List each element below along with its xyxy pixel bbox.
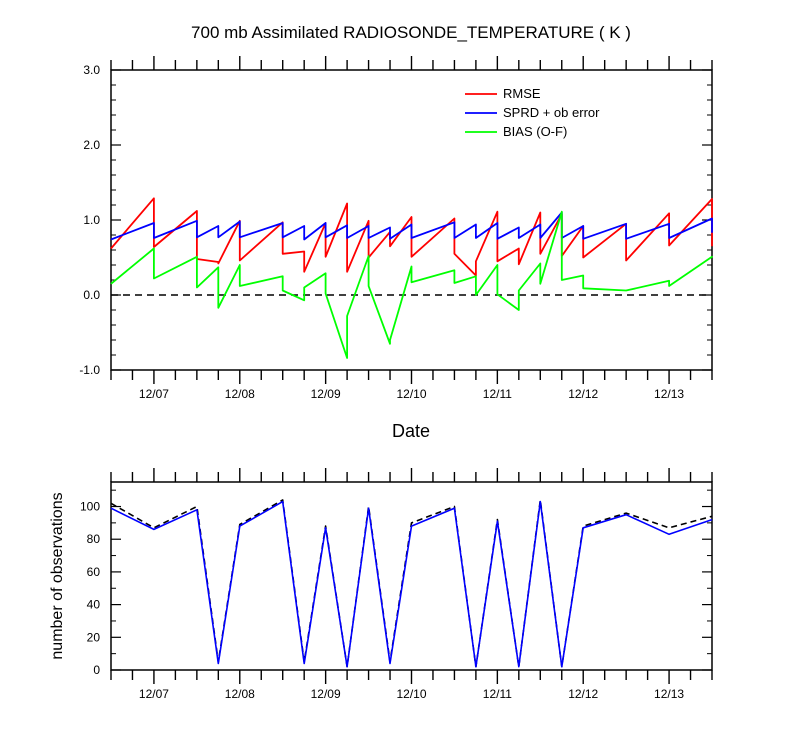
series-line-assimilated-observations <box>110 500 713 668</box>
series-line-sprd-ob-error <box>110 211 713 241</box>
y-tick-label: 1.0 <box>83 213 100 227</box>
y-tick-label: 0 <box>93 663 100 677</box>
top-panel: -1.0 0.0 1.0 2.0 3.0 12/07 12/08 12/09 12/10 12/1… <box>79 56 713 401</box>
x-tick-label: 12/07 <box>139 687 169 701</box>
series-line-bias-o-f- <box>110 210 713 359</box>
x-tick-label: 12/12 <box>568 687 598 701</box>
plot-frame <box>110 481 713 671</box>
y-axis-label: number of observations <box>49 492 66 659</box>
y-tick-label: 20 <box>87 630 101 644</box>
y-tick-label: 100 <box>80 500 100 514</box>
x-tick-label: 12/10 <box>396 687 426 701</box>
x-tick-label: 12/13 <box>654 687 684 701</box>
y-tick-label: 60 <box>87 565 101 579</box>
y-tick-label: 40 <box>87 598 101 612</box>
x-tick-label: 12/11 <box>483 687 512 701</box>
x-tick-label: 12/13 <box>654 387 684 401</box>
x-tick-label: 12/08 <box>225 387 255 401</box>
legend: RMSE SPRD + ob error BIAS (O-F) <box>465 86 600 139</box>
x-tick-label: 12/12 <box>568 387 598 401</box>
chart-title: 700 mb Assimilated RADIOSONDE_TEMPERATUR… <box>191 23 631 42</box>
y-tick-label: 3.0 <box>83 63 100 77</box>
x-tick-label: 12/07 <box>139 387 169 401</box>
x-tick-label: 12/09 <box>311 387 341 401</box>
x-tick-label: 12/08 <box>225 687 255 701</box>
y-tick-label: 80 <box>87 532 101 546</box>
y-tick-label: 2.0 <box>83 138 100 152</box>
bottom-panel: 0 20 40 60 80 100 12/07 12/08 12/09 12/10 12/11 12/… <box>80 468 713 701</box>
x-axis-label: Date <box>392 421 430 441</box>
series-line-possible-observations <box>110 499 713 668</box>
x-tick-label: 12/09 <box>311 687 341 701</box>
x-tick-label: 12/10 <box>396 387 426 401</box>
y-tick-label: 0.0 <box>83 288 100 302</box>
legend-label: RMSE <box>503 86 541 101</box>
x-tick-label: 12/11 <box>483 387 512 401</box>
y-tick-label: -1.0 <box>79 363 100 377</box>
legend-label: SPRD + ob error <box>503 105 600 120</box>
legend-label: BIAS (O-F) <box>503 124 567 139</box>
